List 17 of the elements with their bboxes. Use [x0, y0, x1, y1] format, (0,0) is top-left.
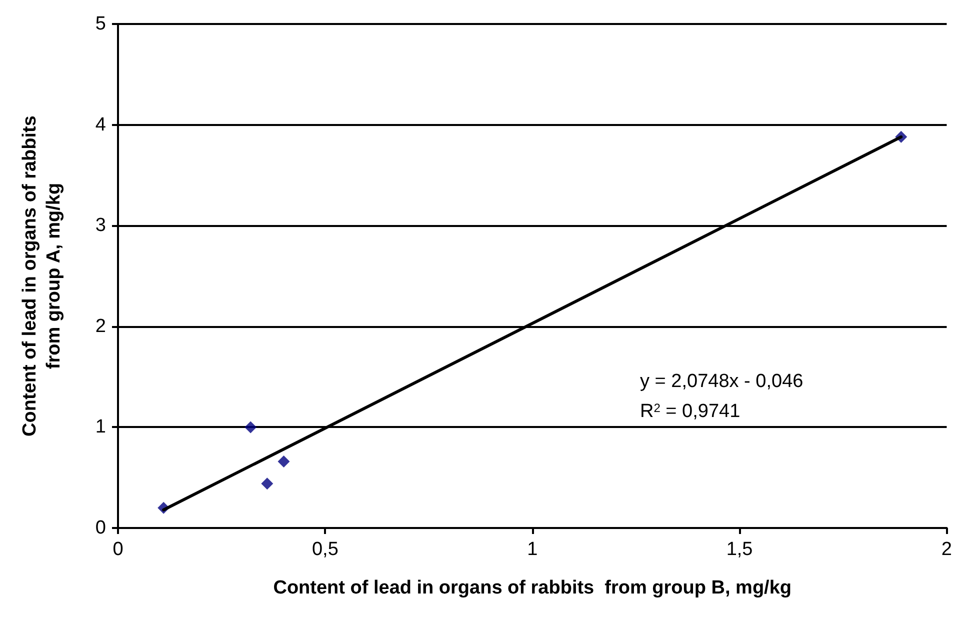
point [278, 455, 290, 468]
x-tick-label: 0 [112, 539, 124, 560]
point [244, 421, 257, 434]
x-axis-title: Content of lead in organs of rabbits from group B, mg/kg [273, 578, 792, 598]
annotation: y = 2,0748x - 0,046 [640, 371, 804, 392]
x-tick-label: 2 [941, 539, 952, 560]
y-tick-label: 3 [95, 215, 106, 236]
y-tick-label: 1 [95, 416, 106, 438]
x-tick-label: 1 [527, 539, 538, 560]
x-tick-label: 0,5 [312, 539, 338, 560]
y-tick-label: 5 [95, 14, 106, 34]
y-axis-title: Content of lead in organs of rabbits from group A, mg/kg [20, 116, 64, 436]
y-tick-label: 0 [95, 518, 106, 538]
y-tick-label: 4 [95, 114, 106, 136]
y-tick-label: 2 [95, 316, 106, 337]
point [261, 478, 274, 490]
x-tick-label: 1,5 [726, 539, 753, 560]
